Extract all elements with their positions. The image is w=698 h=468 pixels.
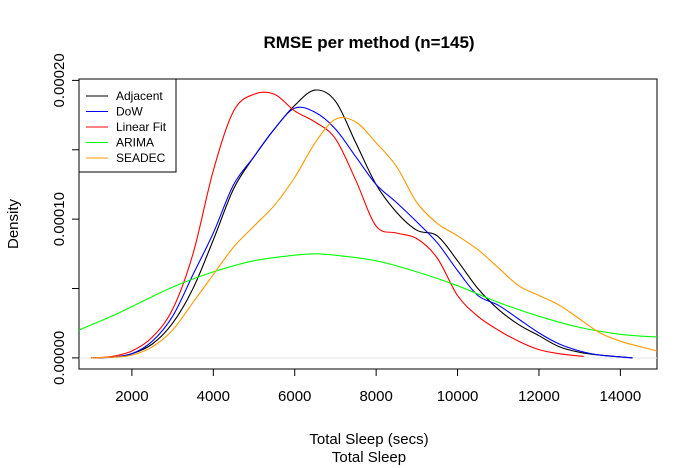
legend-label: ARIMA: [116, 136, 154, 150]
y-tick-label: 0.00020: [51, 53, 68, 107]
x-axis-label: Total Sleep (secs): [309, 431, 428, 448]
x-tick-label: 10000: [437, 388, 479, 405]
legend-label: Linear Fit: [116, 120, 167, 134]
series-line-seadec: [91, 117, 657, 359]
y-axis-label: Density: [5, 198, 22, 249]
legend-label: Adjacent: [116, 89, 163, 103]
x-tick-label: 4000: [197, 388, 230, 405]
y-tick-label: 0.00010: [51, 192, 68, 246]
x-axis-sublabel: Total Sleep: [332, 449, 406, 466]
y-axis: 0.00000 0.00010 0.00020: [51, 53, 80, 385]
legend-label: SEADEC: [116, 151, 166, 165]
x-tick-label: 12000: [518, 388, 560, 405]
series-line-linear-fit: [91, 91, 584, 359]
y-tick-label: 0.00000: [51, 331, 68, 385]
x-tick-label: 2000: [115, 388, 148, 405]
series-layer: [79, 89, 657, 359]
x-axis: 2000 4000 6000 8000 10000 12000 14000: [115, 368, 642, 405]
series-line-arima: [79, 253, 657, 338]
x-tick-label: 8000: [359, 388, 392, 405]
chart-title: RMSE per method (n=145): [263, 33, 474, 52]
series-line-adjacent: [91, 89, 633, 359]
x-tick-label: 14000: [600, 388, 642, 405]
x-tick-label: 6000: [278, 388, 311, 405]
series-line-dow: [91, 106, 633, 359]
legend-box: [78, 78, 177, 173]
legend-label: DoW: [116, 105, 143, 119]
